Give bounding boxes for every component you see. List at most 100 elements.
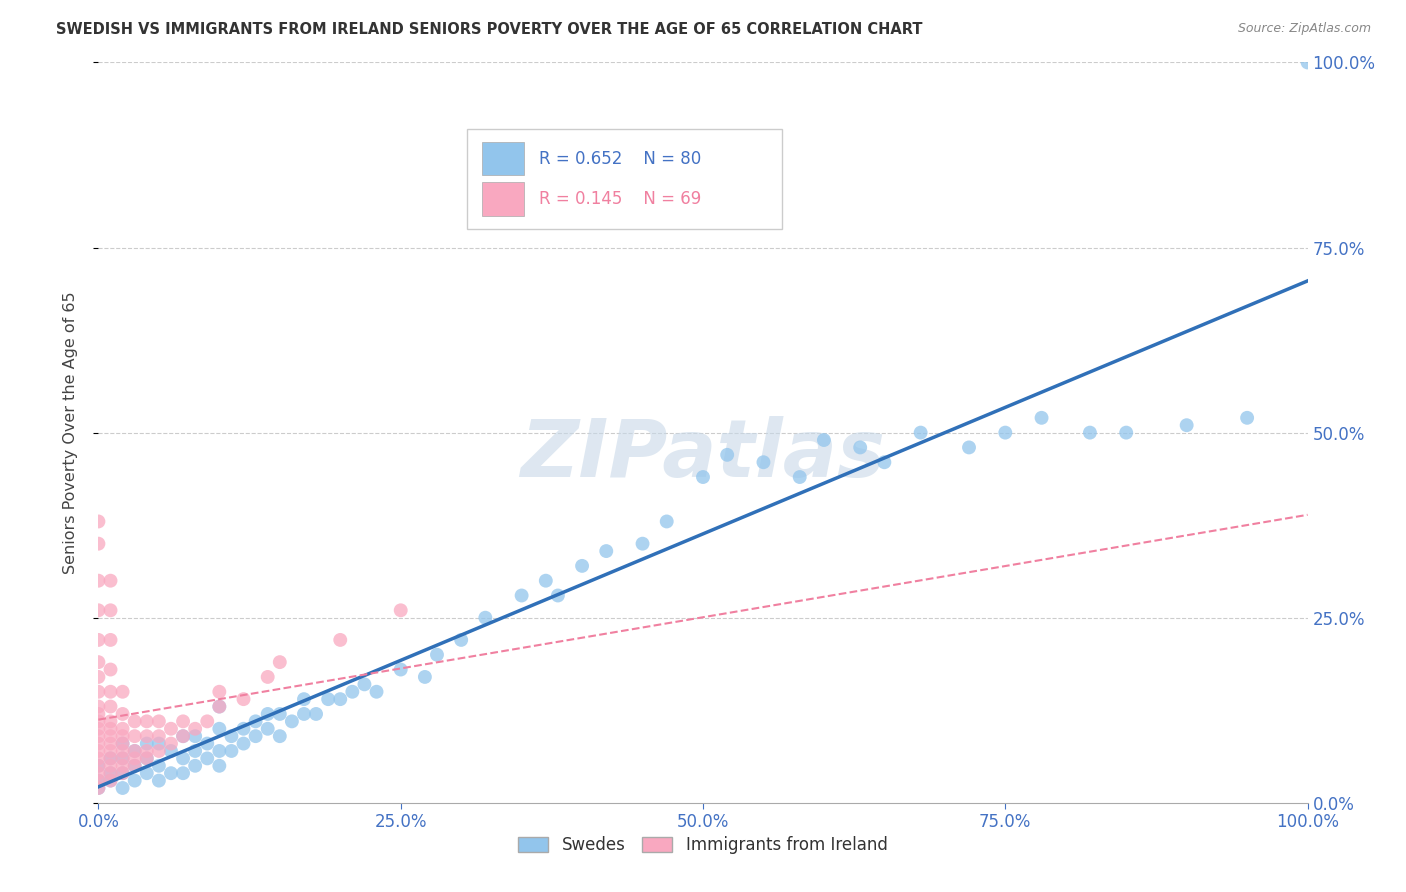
Point bbox=[87, 722, 110, 736]
Point bbox=[124, 744, 146, 758]
Point bbox=[111, 751, 134, 765]
Point bbox=[208, 758, 231, 772]
Point bbox=[245, 729, 267, 743]
Point bbox=[111, 706, 134, 721]
Point bbox=[994, 425, 1017, 440]
Point bbox=[752, 455, 775, 469]
Point bbox=[124, 729, 146, 743]
Point bbox=[160, 722, 183, 736]
Point bbox=[135, 751, 157, 765]
Point bbox=[1296, 55, 1319, 70]
Point bbox=[195, 751, 218, 765]
Point bbox=[111, 729, 134, 743]
Point bbox=[111, 758, 134, 772]
Point bbox=[100, 766, 122, 780]
Point bbox=[450, 632, 472, 647]
Point bbox=[124, 744, 146, 758]
Point bbox=[100, 766, 122, 780]
Point bbox=[208, 722, 231, 736]
Point bbox=[124, 758, 146, 772]
Point bbox=[160, 737, 183, 751]
Point bbox=[148, 758, 170, 772]
Point bbox=[87, 766, 110, 780]
Point bbox=[1175, 418, 1198, 433]
Point bbox=[135, 766, 157, 780]
Point bbox=[87, 574, 110, 588]
Text: SWEDISH VS IMMIGRANTS FROM IRELAND SENIORS POVERTY OVER THE AGE OF 65 CORRELATIO: SWEDISH VS IMMIGRANTS FROM IRELAND SENIO… bbox=[56, 22, 922, 37]
Point bbox=[329, 692, 352, 706]
Point bbox=[100, 699, 122, 714]
Point bbox=[1031, 410, 1053, 425]
Point bbox=[316, 692, 339, 706]
Point bbox=[87, 780, 110, 795]
Point bbox=[111, 737, 134, 751]
Point bbox=[100, 685, 122, 699]
Point bbox=[87, 729, 110, 743]
Text: R = 0.652    N = 80: R = 0.652 N = 80 bbox=[538, 150, 700, 168]
Point bbox=[87, 737, 110, 751]
Point bbox=[208, 744, 231, 758]
Point bbox=[534, 574, 557, 588]
Point bbox=[269, 655, 291, 669]
Point bbox=[135, 751, 157, 765]
Point bbox=[148, 744, 170, 758]
Point bbox=[148, 729, 170, 743]
Point bbox=[232, 737, 254, 751]
Point bbox=[221, 729, 243, 743]
Legend: Swedes, Immigrants from Ireland: Swedes, Immigrants from Ireland bbox=[512, 830, 894, 861]
Point bbox=[100, 744, 122, 758]
Point bbox=[160, 766, 183, 780]
Point bbox=[100, 737, 122, 751]
Text: Source: ZipAtlas.com: Source: ZipAtlas.com bbox=[1237, 22, 1371, 36]
Point bbox=[111, 737, 134, 751]
Point bbox=[1115, 425, 1137, 440]
Point bbox=[655, 515, 678, 529]
Point bbox=[256, 706, 278, 721]
Text: ZIPatlas: ZIPatlas bbox=[520, 416, 886, 494]
Point bbox=[389, 603, 412, 617]
Point bbox=[426, 648, 449, 662]
Point bbox=[389, 663, 412, 677]
Point bbox=[148, 714, 170, 729]
Point bbox=[100, 758, 122, 772]
Point bbox=[100, 729, 122, 743]
FancyBboxPatch shape bbox=[482, 142, 524, 175]
Point bbox=[547, 589, 569, 603]
Point bbox=[353, 677, 375, 691]
Point bbox=[232, 692, 254, 706]
Point bbox=[595, 544, 617, 558]
Point bbox=[873, 455, 896, 469]
Point bbox=[245, 714, 267, 729]
Point bbox=[135, 714, 157, 729]
Point bbox=[87, 603, 110, 617]
Point bbox=[111, 780, 134, 795]
Point bbox=[148, 773, 170, 788]
Point bbox=[184, 722, 207, 736]
FancyBboxPatch shape bbox=[482, 182, 524, 216]
Point bbox=[87, 773, 110, 788]
Point bbox=[208, 699, 231, 714]
Point bbox=[111, 751, 134, 765]
Point bbox=[135, 729, 157, 743]
Point bbox=[111, 744, 134, 758]
Point bbox=[111, 722, 134, 736]
Point bbox=[87, 699, 110, 714]
Point bbox=[87, 714, 110, 729]
Point bbox=[813, 433, 835, 447]
Point bbox=[510, 589, 533, 603]
Point bbox=[124, 751, 146, 765]
Point bbox=[692, 470, 714, 484]
Point bbox=[100, 751, 122, 765]
Point bbox=[232, 722, 254, 736]
Point bbox=[269, 729, 291, 743]
Point bbox=[111, 685, 134, 699]
Point bbox=[957, 441, 980, 455]
Point bbox=[221, 744, 243, 758]
Point bbox=[87, 706, 110, 721]
Point bbox=[172, 714, 194, 729]
Text: R = 0.145    N = 69: R = 0.145 N = 69 bbox=[538, 190, 700, 209]
Point bbox=[716, 448, 738, 462]
Point bbox=[195, 737, 218, 751]
Point bbox=[329, 632, 352, 647]
Point bbox=[100, 773, 122, 788]
